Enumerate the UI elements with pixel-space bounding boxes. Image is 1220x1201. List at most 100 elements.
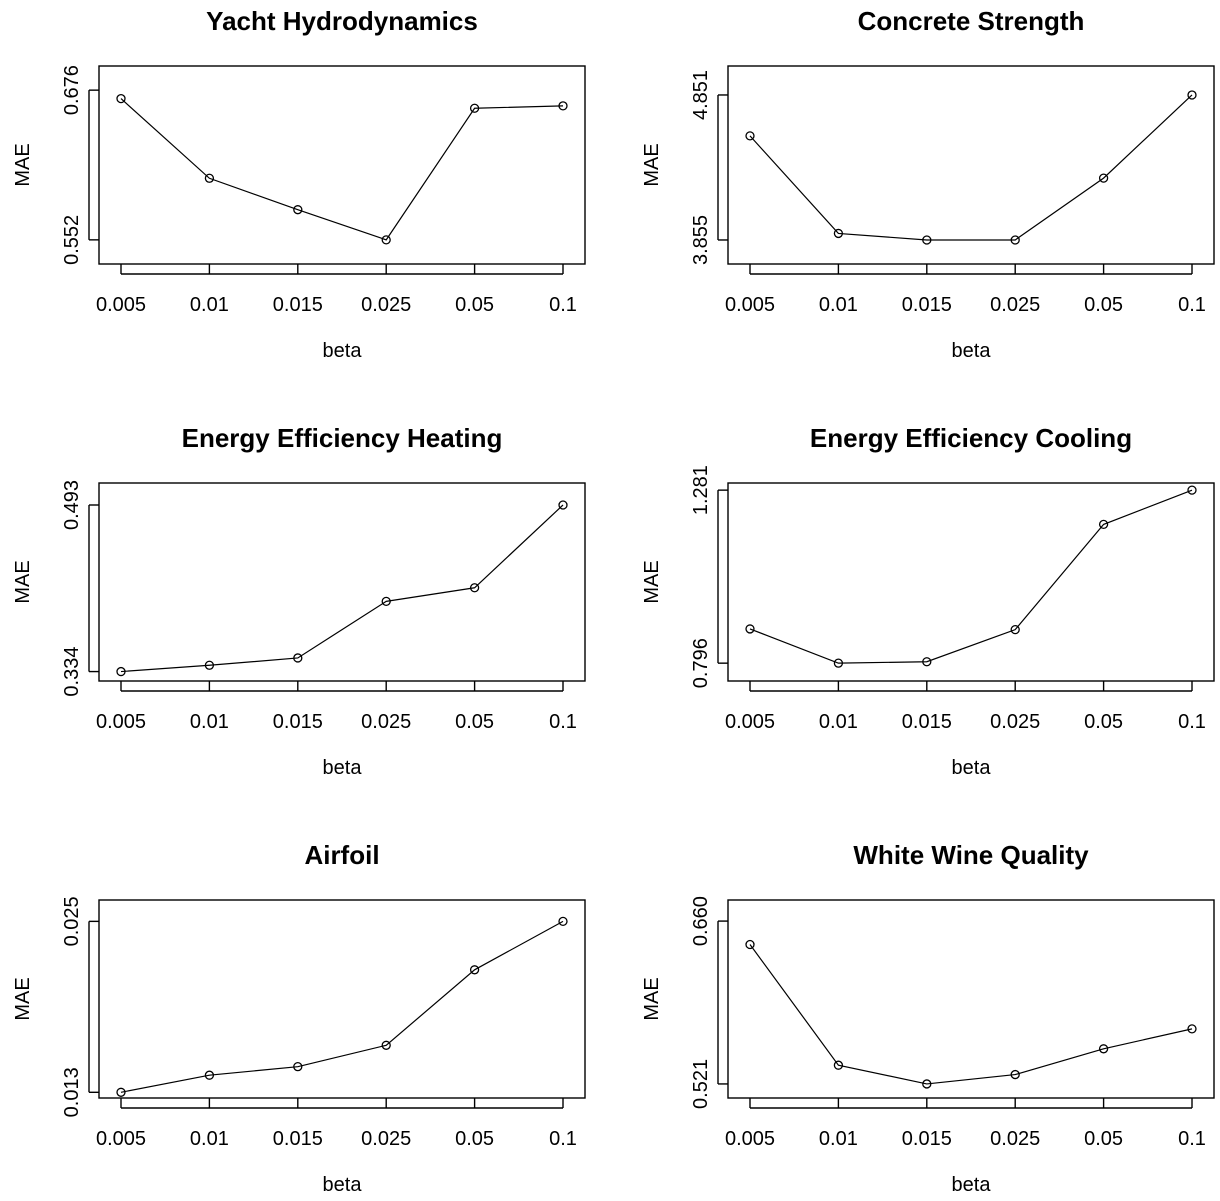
- data-point: [381, 596, 391, 607]
- data-point: [1098, 173, 1109, 183]
- x-tick-label: 0.005: [96, 1128, 146, 1150]
- x-tick-label: 0.015: [273, 711, 323, 733]
- y-axis-label: MAE: [641, 560, 663, 603]
- series-line: [120, 920, 564, 1093]
- chart-title: Yacht Hydrodynamics: [206, 6, 478, 36]
- x-tick-label: 0.05: [455, 1128, 494, 1150]
- x-axis-label: beta: [952, 757, 992, 779]
- x-tick-label: 0.025: [361, 711, 411, 733]
- x-tick-label: 0.025: [361, 294, 411, 316]
- data-point: [293, 1062, 303, 1072]
- plot-frame: [727, 65, 1215, 265]
- chart-title: Concrete Strength: [858, 6, 1085, 36]
- x-tick-label: 0.015: [902, 1128, 952, 1150]
- x-tick-label: 0.015: [273, 1128, 323, 1150]
- y-tick-label: 0.660: [690, 896, 712, 946]
- x-tick-label: 0.01: [190, 1128, 229, 1150]
- chart-panel: Airfoil 0.005 0.01 0.015 0.025 0.05 0.1 beta 0.0…: [12, 840, 586, 1196]
- y-tick-label: 0.013: [61, 1067, 83, 1117]
- data-point: [558, 916, 568, 927]
- x-tick-label: 0.01: [819, 1128, 858, 1150]
- y-tick-label: 0.796: [690, 638, 712, 688]
- x-axis-label: beta: [323, 1174, 363, 1196]
- data-point: [1187, 1024, 1197, 1034]
- x-tick-label: 0.05: [1084, 294, 1123, 316]
- x-tick-label: 0.01: [819, 711, 858, 733]
- chart-panel: Concrete Strength 0.005 0.01 0.015 0.025 0.05…: [641, 6, 1215, 362]
- y-axis-label: MAE: [641, 143, 663, 186]
- x-tick-label: 0.005: [725, 711, 775, 733]
- data-point: [116, 93, 126, 104]
- y-tick-label: 0.552: [61, 215, 83, 265]
- series-line: [749, 489, 1193, 664]
- series-line: [120, 98, 564, 241]
- y-tick-label: 1.281: [690, 465, 712, 515]
- data-point: [469, 965, 480, 975]
- x-tick-label: 0.01: [190, 294, 229, 316]
- data-point: [469, 103, 480, 113]
- data-point: [381, 235, 391, 245]
- x-tick-label: 0.015: [902, 711, 952, 733]
- x-tick-label: 0.05: [455, 711, 494, 733]
- y-tick-label: 3.855: [690, 215, 712, 265]
- series-line: [749, 944, 1193, 1085]
- plot-frame: [727, 899, 1215, 1099]
- chart-panel: Yacht Hydrodynamics 0.005 0.01 0.015 0.025 0.…: [12, 6, 586, 362]
- x-tick-label: 0.1: [1178, 711, 1206, 733]
- y-axis-label: MAE: [12, 560, 34, 603]
- data-point: [833, 658, 844, 668]
- x-tick-label: 0.1: [1178, 294, 1206, 316]
- data-point: [293, 205, 303, 215]
- data-point: [116, 666, 126, 677]
- y-tick-label: 0.025: [61, 896, 83, 946]
- y-tick-label: 0.493: [61, 480, 83, 530]
- y-axis-label: MAE: [12, 143, 34, 186]
- x-tick-label: 0.1: [549, 711, 577, 733]
- data-point: [1187, 90, 1197, 100]
- x-tick-label: 0.005: [725, 294, 775, 316]
- series-line: [120, 504, 564, 673]
- x-tick-label: 0.05: [1084, 1128, 1123, 1150]
- x-tick-label: 0.005: [96, 711, 146, 733]
- data-point: [204, 1070, 215, 1080]
- x-tick-label: 0.025: [990, 1128, 1040, 1150]
- chart-title: Energy Efficiency Cooling: [810, 423, 1132, 453]
- data-point: [922, 657, 932, 667]
- x-tick-label: 0.005: [725, 1128, 775, 1150]
- x-axis-label: beta: [952, 1174, 992, 1196]
- x-tick-label: 0.025: [990, 711, 1040, 733]
- data-point: [745, 939, 755, 950]
- y-tick-label: 0.334: [61, 647, 83, 697]
- x-axis-label: beta: [952, 340, 992, 362]
- x-axis-label: beta: [323, 340, 363, 362]
- data-point: [1010, 624, 1020, 635]
- plot-frame: [98, 65, 586, 265]
- x-tick-label: 0.1: [549, 1128, 577, 1150]
- x-tick-label: 0.005: [96, 294, 146, 316]
- data-point: [1187, 485, 1197, 495]
- plot-frame: [98, 482, 586, 682]
- plot-frame: [98, 899, 586, 1099]
- x-tick-label: 0.025: [990, 294, 1040, 316]
- x-tick-label: 0.1: [549, 294, 577, 316]
- data-point: [1098, 1044, 1109, 1054]
- y-tick-label: 0.521: [690, 1059, 712, 1109]
- data-point: [922, 235, 932, 245]
- plot-frame: [727, 482, 1215, 682]
- x-tick-label: 0.015: [902, 294, 952, 316]
- y-axis-label: MAE: [12, 977, 34, 1020]
- chart-panel: Energy Efficiency Cooling 0.005 0.01 0.015 0…: [641, 423, 1215, 779]
- data-point: [204, 173, 215, 183]
- y-axis-label: MAE: [641, 977, 663, 1020]
- data-point: [293, 653, 303, 663]
- x-tick-label: 0.01: [190, 711, 229, 733]
- chart-panel: White Wine Quality 0.005 0.01 0.015 0.025 0.0…: [641, 840, 1215, 1196]
- x-tick-label: 0.025: [361, 1128, 411, 1150]
- series-line: [749, 94, 1193, 241]
- x-tick-label: 0.05: [455, 294, 494, 316]
- x-tick-label: 0.05: [1084, 711, 1123, 733]
- chart-title: Energy Efficiency Heating: [182, 423, 503, 453]
- data-point: [1010, 235, 1020, 245]
- data-point: [116, 1087, 126, 1097]
